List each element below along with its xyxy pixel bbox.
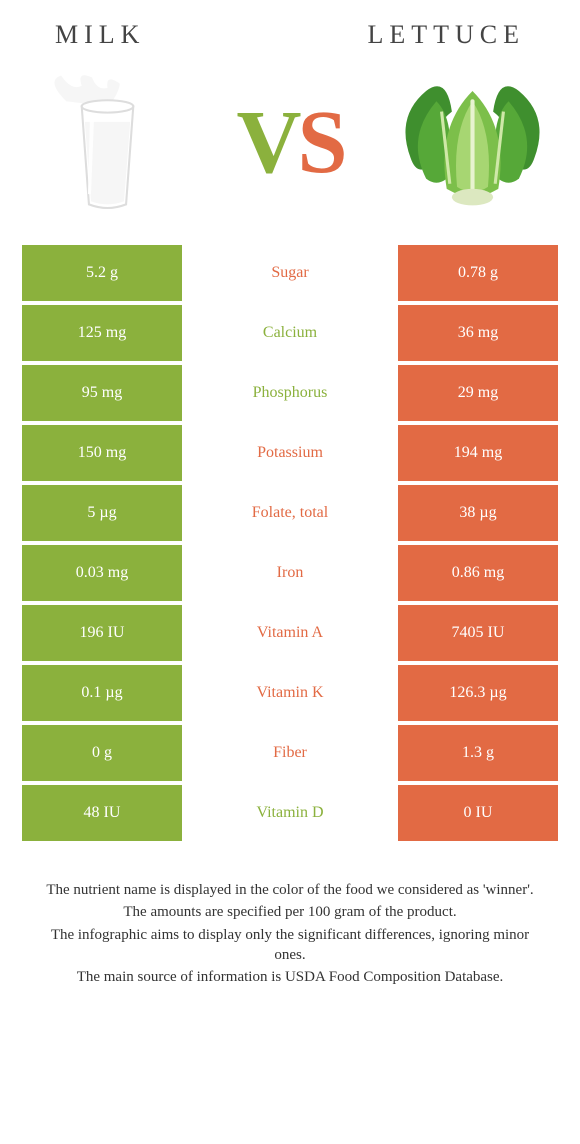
value-right: 194 mg [398, 425, 558, 481]
value-right: 36 mg [398, 305, 558, 361]
vs-s: S [297, 93, 343, 192]
footer-line: The infographic aims to display only the… [35, 925, 545, 966]
title-right: Lettuce [367, 20, 525, 50]
value-left: 0.1 µg [22, 665, 182, 721]
nutrient-label: Sugar [182, 245, 398, 301]
footer-line: The amounts are specified per 100 gram o… [35, 902, 545, 922]
value-right: 126.3 µg [398, 665, 558, 721]
table-row: 0.1 µgVitamin K126.3 µg [22, 665, 558, 721]
nutrient-label: Iron [182, 545, 398, 601]
nutrient-label: Phosphorus [182, 365, 398, 421]
value-right: 29 mg [398, 365, 558, 421]
value-left: 95 mg [22, 365, 182, 421]
value-left: 150 mg [22, 425, 182, 481]
value-left: 5 µg [22, 485, 182, 541]
vs-v: V [236, 93, 297, 192]
value-left: 196 IU [22, 605, 182, 661]
nutrient-label: Calcium [182, 305, 398, 361]
value-right: 0.78 g [398, 245, 558, 301]
lettuce-icon [390, 65, 555, 220]
nutrient-label: Vitamin A [182, 605, 398, 661]
milk-image [25, 65, 190, 220]
comparison-table: 5.2 gSugar0.78 g125 mgCalcium36 mg95 mgP… [0, 245, 580, 845]
value-right: 1.3 g [398, 725, 558, 781]
titles-row: Milk Lettuce [0, 0, 580, 50]
table-row: 150 mgPotassium194 mg [22, 425, 558, 481]
nutrient-label: Fiber [182, 725, 398, 781]
footer-line: The nutrient name is displayed in the co… [35, 880, 545, 900]
nutrient-label: Folate, total [182, 485, 398, 541]
hero-row: VS [0, 50, 580, 245]
table-row: 0.03 mgIron0.86 mg [22, 545, 558, 601]
table-row: 5.2 gSugar0.78 g [22, 245, 558, 301]
nutrient-label: Vitamin D [182, 785, 398, 841]
value-right: 7405 IU [398, 605, 558, 661]
value-left: 0 g [22, 725, 182, 781]
nutrient-label: Potassium [182, 425, 398, 481]
table-row: 196 IUVitamin A7405 IU [22, 605, 558, 661]
table-row: 0 gFiber1.3 g [22, 725, 558, 781]
value-left: 5.2 g [22, 245, 182, 301]
footer-line: The main source of information is USDA F… [35, 967, 545, 987]
table-row: 125 mgCalcium36 mg [22, 305, 558, 361]
nutrient-label: Vitamin K [182, 665, 398, 721]
value-left: 48 IU [22, 785, 182, 841]
value-right: 38 µg [398, 485, 558, 541]
value-right: 0 IU [398, 785, 558, 841]
lettuce-image [390, 65, 555, 220]
footer-notes: The nutrient name is displayed in the co… [0, 845, 580, 989]
milk-icon [25, 65, 190, 220]
value-right: 0.86 mg [398, 545, 558, 601]
table-row: 48 IUVitamin D0 IU [22, 785, 558, 841]
table-row: 5 µgFolate, total38 µg [22, 485, 558, 541]
table-row: 95 mgPhosphorus29 mg [22, 365, 558, 421]
value-left: 125 mg [22, 305, 182, 361]
value-left: 0.03 mg [22, 545, 182, 601]
vs-label: VS [236, 91, 343, 194]
title-left: Milk [55, 20, 145, 50]
